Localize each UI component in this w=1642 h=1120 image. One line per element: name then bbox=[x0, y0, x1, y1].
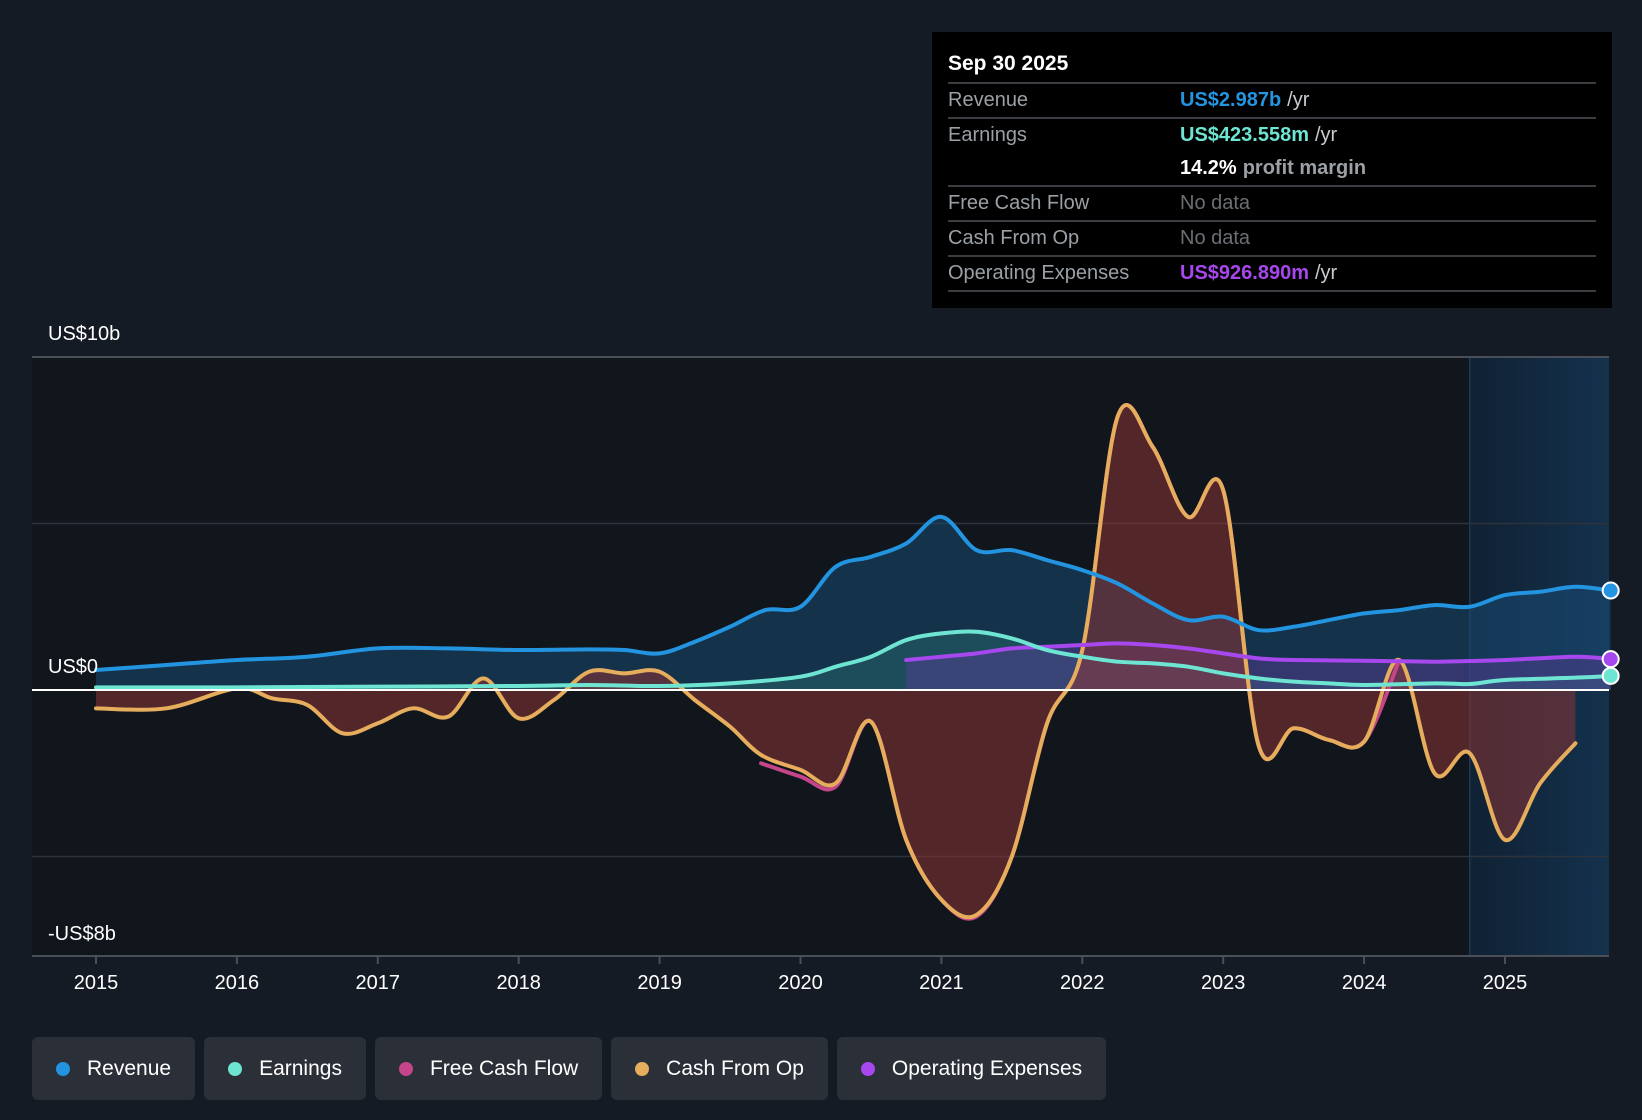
tooltip-label: Free Cash Flow bbox=[948, 192, 1090, 214]
tooltip-panel: Sep 30 2025 Revenue US$2.987b /yr Earnin… bbox=[932, 32, 1612, 308]
x-tick-label: 2020 bbox=[778, 972, 823, 994]
earnings-dot-icon bbox=[228, 1061, 243, 1076]
tooltip-value: No data bbox=[1180, 192, 1251, 214]
tooltip-unit: profit margin bbox=[1242, 157, 1367, 179]
operating-expenses-end-dot bbox=[1601, 650, 1620, 669]
legend-item-revenue[interactable]: Revenue bbox=[32, 1037, 196, 1100]
x-tick-label: 2016 bbox=[215, 972, 260, 994]
series-end-dots bbox=[1601, 581, 1620, 685]
tooltip-value: US$2.987b bbox=[1180, 89, 1282, 111]
tooltip-row-profit-margin: 14.2% profit margin bbox=[948, 152, 1596, 187]
y-tick-label: US$10b bbox=[48, 323, 120, 345]
tooltip-row-operating-expenses: Operating Expenses US$926.890m /yr bbox=[948, 257, 1596, 292]
revenue-dot-icon bbox=[56, 1061, 70, 1076]
tooltip-unit: /yr bbox=[1314, 262, 1338, 284]
y-tick-label: -US$8b bbox=[48, 923, 116, 945]
operating-expenses-line bbox=[904, 641, 1613, 664]
y-axis: US$10b US$0 -US$8b bbox=[48, 323, 120, 945]
tooltip-row-revenue: Revenue US$2.987b /yr bbox=[948, 84, 1596, 119]
earnings-end-dot bbox=[1601, 666, 1620, 685]
x-tick-label: 2022 bbox=[1060, 972, 1105, 994]
y-tick-label: US$0 bbox=[48, 656, 98, 678]
tooltip-row-cash-from-op: Cash From Op No data bbox=[948, 222, 1596, 257]
earnings-line bbox=[94, 629, 1613, 690]
tooltip-label bbox=[948, 152, 1180, 185]
tooltip-row-earnings: Earnings US$423.558m /yr bbox=[948, 119, 1596, 152]
legend-label: Free Cash Flow bbox=[429, 1056, 579, 1080]
legend-label: Cash From Op bbox=[666, 1056, 804, 1080]
x-tick-label: 2021 bbox=[919, 972, 964, 994]
tooltip-unit: /yr bbox=[1314, 124, 1338, 146]
cash-from-op-dot-icon bbox=[635, 1061, 650, 1076]
x-tick-label: 2018 bbox=[496, 972, 541, 994]
tooltip-label: Revenue bbox=[948, 89, 1029, 111]
x-tick-label: 2024 bbox=[1342, 972, 1387, 994]
legend-item-operating-expenses[interactable]: Operating Expenses bbox=[836, 1037, 1107, 1100]
x-tick-label: 2017 bbox=[356, 972, 401, 994]
legend-label: Earnings bbox=[259, 1056, 342, 1080]
free-cash-flow-dot-icon bbox=[398, 1061, 413, 1076]
x-tick-label: 2025 bbox=[1483, 972, 1528, 994]
tooltip-unit: /yr bbox=[1287, 89, 1310, 111]
operating-expenses-dot-icon bbox=[860, 1061, 875, 1076]
tooltip-value: 14.2% bbox=[1180, 157, 1237, 179]
legend: Revenue Earnings Free Cash Flow Cash Fro… bbox=[32, 1037, 1107, 1100]
legend-item-cash-from-op[interactable]: Cash From Op bbox=[611, 1037, 828, 1100]
tooltip-value: US$423.558m bbox=[1180, 124, 1309, 146]
tooltip-label: Operating Expenses bbox=[948, 262, 1130, 284]
cash-from-op-area bbox=[96, 404, 1576, 918]
x-tick-label: 2019 bbox=[637, 972, 682, 994]
tooltip-row-free-cash-flow: Free Cash Flow No data bbox=[948, 187, 1596, 222]
tooltip-value: US$926.890m bbox=[1180, 262, 1309, 284]
tooltip-label: Cash From Op bbox=[948, 227, 1080, 249]
x-tick-label: 2015 bbox=[74, 972, 119, 994]
revenue-end-dot bbox=[1601, 581, 1620, 600]
tooltip-label: Earnings bbox=[948, 124, 1027, 146]
legend-item-earnings[interactable]: Earnings bbox=[204, 1037, 366, 1100]
x-tick-label: 2023 bbox=[1201, 972, 1246, 994]
cash-from-op-line bbox=[94, 403, 1578, 920]
legend-label: Revenue bbox=[87, 1056, 172, 1080]
series-lines bbox=[32, 403, 1613, 921]
x-axis: 2015 2016 2017 2018 2019 2020 2021 2022 2023 2024… bbox=[74, 956, 1528, 994]
legend-label: Operating Expenses bbox=[891, 1056, 1083, 1080]
revenue-line bbox=[94, 514, 1613, 673]
tooltip-date: Sep 30 2025 bbox=[948, 46, 1596, 84]
tooltip-value: No data bbox=[1180, 227, 1251, 249]
legend-item-free-cash-flow[interactable]: Free Cash Flow bbox=[374, 1037, 603, 1100]
